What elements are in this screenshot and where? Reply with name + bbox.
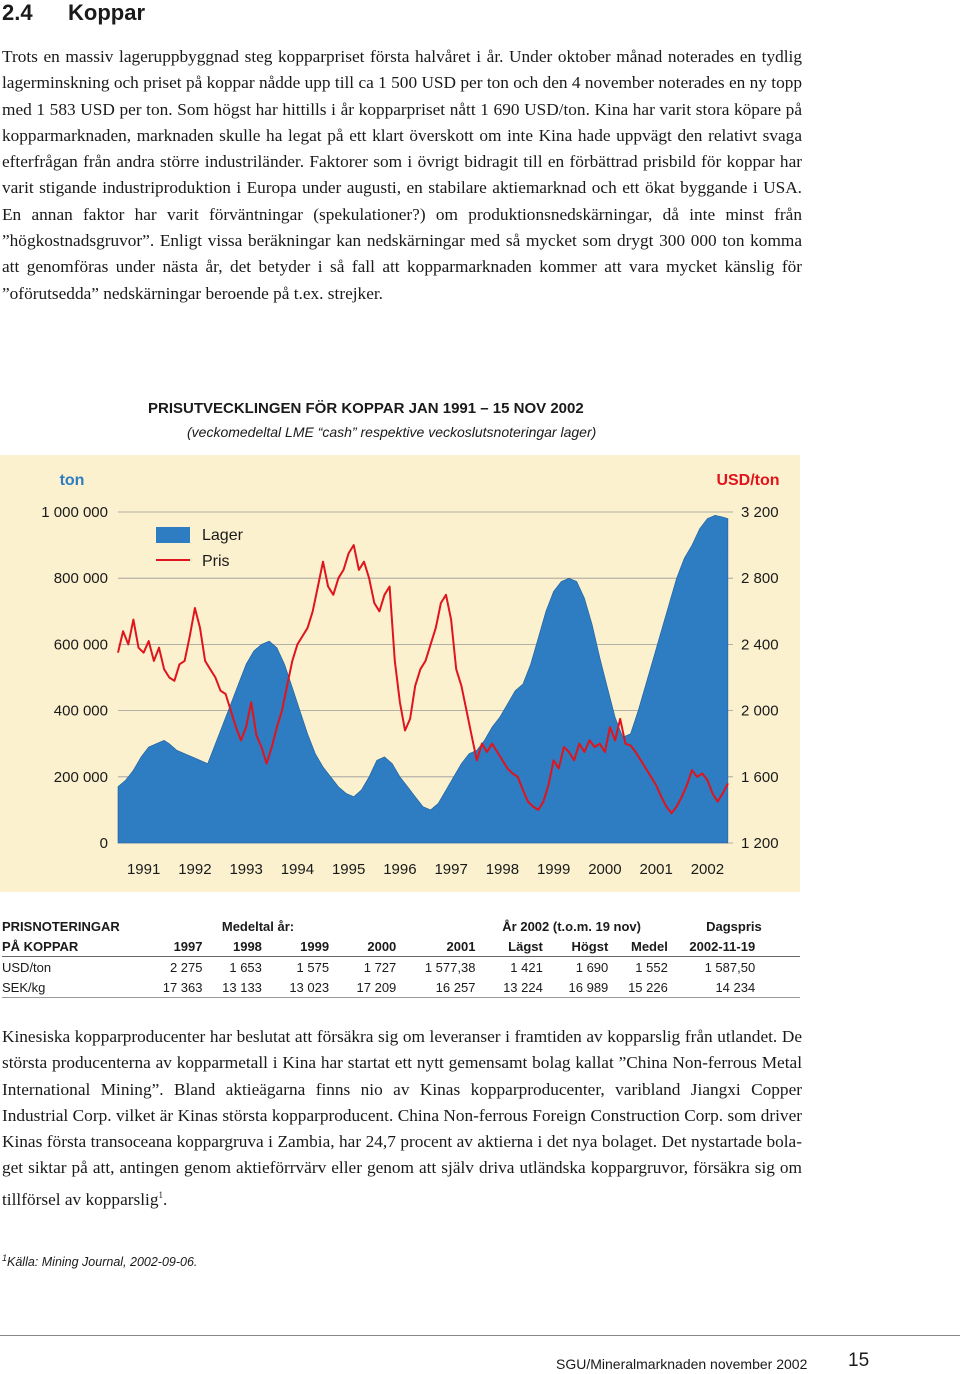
chart-subtitle: (veckomedeltal LME “cash” respektive vec…: [187, 424, 597, 440]
y-right-axis-label: USD/ton: [716, 472, 779, 489]
lager-area: [117, 514, 729, 844]
table-header-cell: 2001: [396, 936, 476, 957]
table-cell: 13 133: [202, 977, 262, 998]
table-cell: 16 989: [542, 977, 609, 998]
footnote-text: Källa: Mining Journal, 2002-09-06.: [7, 1255, 198, 1270]
y-left-axis-label: ton: [60, 472, 85, 489]
table-cell: 15 226: [608, 977, 668, 998]
table-cell: 1 552: [635, 959, 668, 975]
footer-rule: [0, 1335, 960, 1336]
table-row: USD/ton 2 275 1 653 1 575 1 727 1 577,38 1 421…: [2, 957, 800, 978]
y-left-tick-label: 200 000: [54, 769, 108, 786]
x-tick-label: 1995: [332, 861, 365, 878]
table-cell: 1 653: [229, 959, 262, 975]
y-right-tick-label: 3 200: [741, 504, 779, 521]
table-cell: 1 587,50: [704, 959, 756, 975]
y-right-tick-label: 2 000: [741, 703, 779, 720]
table-header-cell: Medel: [608, 936, 668, 957]
price-table: PRISNOTERINGAR Medeltal år: År 2002 (t.o.m…: [2, 916, 800, 998]
x-tick-label: 2001: [639, 861, 672, 878]
footnote-marker: 1: [2, 1253, 8, 1263]
x-tick-label: 1996: [383, 861, 416, 878]
x-tick-label: 1999: [537, 861, 570, 878]
y-left-tick-label: 400 000: [54, 703, 108, 720]
table-header-cell: 2002-11-19: [667, 936, 756, 957]
table-cell: 1 577,38: [424, 959, 476, 975]
table-row: SEK/kg 17 363 13 133 13 023 17 209 16 257 13 2…: [2, 977, 800, 998]
x-tick-label: 1998: [486, 861, 519, 878]
second-paragraph-end: .: [162, 1189, 168, 1209]
x-tick-label: 1993: [229, 861, 262, 878]
table-cell: USD/ton: [2, 959, 52, 975]
table-header-cell: 1997: [119, 936, 203, 957]
x-tick-label: 1997: [434, 861, 467, 878]
table-header-cell: [396, 916, 475, 936]
section-number: 2.4: [2, 0, 33, 25]
y-right-tick-label: 1 600: [741, 769, 779, 786]
footnote-ref: 1: [158, 1189, 163, 1200]
table-header-cell: Lägst: [475, 936, 543, 957]
table-cell: 1 727: [363, 959, 397, 975]
y-right-tick-label: 2 800: [741, 570, 779, 587]
footnote: 1Källa: Mining Journal, 2002-09-06.: [2, 1253, 197, 1269]
x-tick-label: 1991: [127, 861, 160, 878]
table-cell: 17 209: [329, 977, 397, 998]
chart-title: PRISUTVECKLINGEN FÖR KOPPAR JAN 1991 – 1…: [148, 400, 584, 417]
table-header-cell: Högst: [542, 936, 609, 957]
legend-lager-swatch: [156, 527, 190, 543]
pris-line: [117, 544, 729, 815]
y-left-tick-label: 0: [100, 835, 108, 852]
y-right-tick-label: 2 400: [741, 636, 779, 653]
second-paragraph: Kinesiska kopparproducenter har beslutat…: [2, 1024, 802, 1213]
footer-publication: SGU/Mineralmarknaden november 2002: [556, 1356, 808, 1372]
legend-pris-label: Pris: [202, 553, 230, 570]
intro-paragraph-text: Trots en massiv lageruppbyggnad steg kop…: [2, 47, 802, 303]
x-tick-label: 1992: [178, 861, 211, 878]
table-cell: SEK/kg: [2, 977, 120, 998]
section-heading: 2.4 Koppar: [2, 0, 145, 26]
x-tick-label: 1994: [281, 861, 314, 878]
copper-price-chart: 1 000 000 3 200 800 000 2 800 600 000 2 400 40…: [41, 472, 779, 878]
x-tick-label: 2002: [691, 861, 724, 878]
table-cell: 13 224: [475, 977, 543, 998]
table-header-cell: 1999: [261, 936, 330, 957]
table-header-cell: 1998: [202, 936, 262, 957]
table-cell: 16 257: [396, 977, 476, 998]
x-tick-label: 2000: [588, 861, 621, 878]
page-number: 15: [848, 1350, 870, 1371]
table-cell: [755, 957, 800, 978]
table-header-cell: PÅ KOPPAR: [2, 936, 120, 957]
y-left-tick-label: 800 000: [54, 570, 108, 587]
legend-lager-label: Lager: [202, 527, 244, 544]
table-header-row: PÅ KOPPAR 1997 1998 1999 2000 2001 Lägst Högst M…: [2, 936, 800, 957]
section-title: Koppar: [68, 0, 145, 25]
table-header-cell: 2000: [329, 936, 397, 957]
table-cell: 14 234: [667, 977, 756, 998]
table-cell: 2 275: [169, 959, 203, 975]
table-header-cell: PRISNOTERINGAR: [2, 918, 120, 934]
table-header-cell: Medeltal år:: [221, 918, 295, 934]
table-cell: 1 690: [575, 959, 609, 975]
table-cell: [755, 977, 800, 998]
second-paragraph-text: Kinesiska kopparproducenter har beslutat…: [2, 1027, 802, 1209]
y-left-tick-label: 600 000: [54, 636, 108, 653]
y-left-tick-label: 1 000 000: [41, 504, 108, 521]
table-header-row: PRISNOTERINGAR Medeltal år: År 2002 (t.o.m…: [2, 916, 800, 936]
intro-paragraph: Trots en massiv lageruppbyggnad steg kop…: [2, 44, 802, 307]
table-header-cell: [755, 936, 800, 957]
table-cell: 17 363: [119, 977, 203, 998]
table-header-cell: Dagspris: [706, 918, 762, 934]
table-header-cell: År 2002 (t.o.m. 19 nov): [502, 918, 641, 934]
table-cell: 1 421: [510, 959, 543, 975]
table-cell: 13 023: [261, 977, 330, 998]
y-right-tick-label: 1 200: [741, 835, 779, 852]
table-cell: 1 575: [296, 959, 330, 975]
chart-panel: 1 000 000 3 200 800 000 2 800 600 000 2 400 40…: [0, 455, 800, 892]
